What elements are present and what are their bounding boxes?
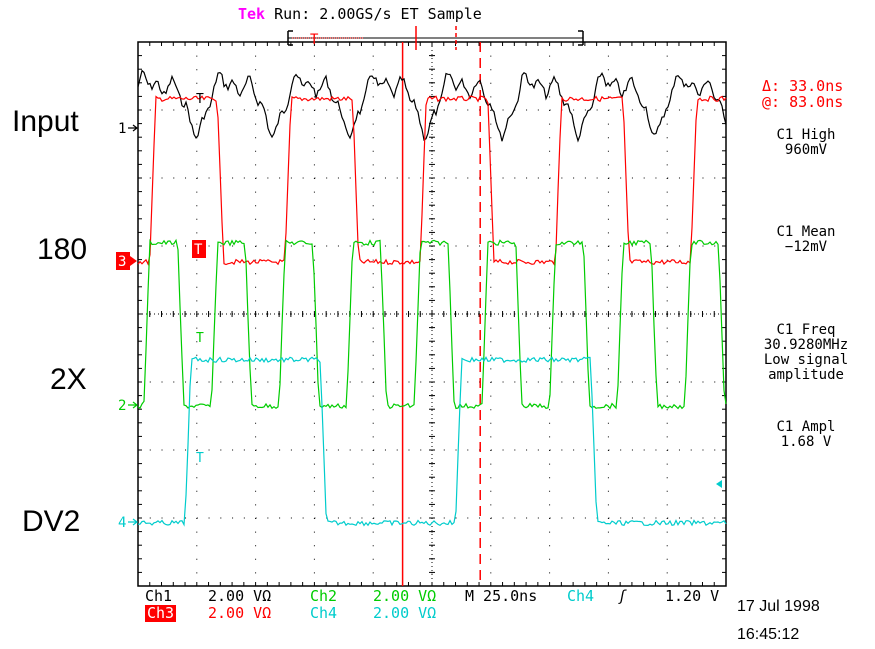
brand-logo: Tek [238, 5, 266, 23]
ground-marker-ch3: 3 [118, 254, 126, 270]
ch1-name: Ch1 [145, 587, 173, 605]
ch4-name: Ch4 [310, 604, 338, 622]
ground-marker-ch1: 1 [118, 121, 126, 137]
timebase: M 25.0ns [465, 587, 538, 605]
measurement-note: Low signal [763, 352, 849, 368]
measurement-label: C1 Mean [776, 224, 836, 240]
measurement-value: 1.68 V [780, 434, 832, 450]
measurement-c1-mean: C1 Mean −12mV [745, 225, 867, 255]
cursor-delta: Δ: 33.0ns [762, 77, 844, 95]
trigger-marker-ch4: T [196, 451, 204, 466]
cursor-readout: Δ: 33.0ns @: 83.0ns [762, 78, 843, 110]
trigger-level: 1.20 V [665, 587, 720, 605]
ch2-scale: 2.00 VΩ [373, 587, 437, 605]
capture-date: 17 Jul 1998 [737, 598, 820, 615]
measurement-c1-freq: C1 Freq 30.9280MHz Low signal amplitude [745, 323, 867, 383]
measurement-value: 30.9280MHz [763, 337, 849, 353]
trigger-slope-icon: ʃ [618, 587, 628, 605]
ch4-scale: 2.00 VΩ [373, 604, 437, 622]
waveform-ch2 [137, 238, 727, 410]
ground-marker-ch4-arrow [128, 518, 138, 526]
capture-time: 16:45:12 [737, 626, 800, 643]
timestamp: 17 Jul 1998 16:45:12 [737, 593, 820, 649]
record-trigger-marker: T [310, 32, 319, 48]
scope-header: Tek Run: 2.00GS/s ET Sample [238, 5, 482, 23]
ch3-scale: 2.00 VΩ [208, 604, 272, 622]
channel-label-input: Input [12, 105, 79, 138]
trigger-marker-ch3-bg [192, 240, 206, 258]
measurement-value: 960mV [784, 142, 828, 158]
trigger-marker-ch1: T [196, 92, 204, 107]
measurement-label: C1 High [776, 127, 836, 143]
trigger-level-indicator [716, 480, 722, 488]
trigger-marker-ch2: T [196, 331, 204, 346]
measurement-label: C1 Freq [776, 322, 836, 338]
waveform-ch3 [137, 95, 727, 266]
measurement-label: C1 Ampl [776, 419, 836, 435]
ch1-scale: 2.00 VΩ [208, 587, 272, 605]
ground-marker-ch4: 4 [118, 515, 126, 531]
measurement-note: amplitude [768, 367, 844, 383]
ch3-name: Ch3 [145, 604, 177, 622]
ground-marker-ch2-arrow [128, 401, 138, 409]
waveform-ch4 [138, 356, 727, 527]
trigger-marker-ch3: T [194, 242, 203, 258]
channel-label-180: 180 [37, 233, 88, 266]
cursor-position: @: 83.0ns [762, 93, 844, 111]
measurement-value: −12mV [784, 239, 828, 255]
waveform-ch1 [137, 69, 727, 143]
trigger-source: Ch4 [567, 587, 595, 605]
ground-marker-ch3-bg [116, 252, 130, 270]
measurement-c1-ampl: C1 Ampl 1.68 V [745, 420, 867, 450]
ground-marker-ch1-arrow [128, 124, 138, 132]
ch2-name: Ch2 [310, 587, 338, 605]
measurement-c1-high: C1 High 960mV [745, 128, 867, 158]
channel-label-2x: 2X [50, 363, 87, 396]
ground-marker-ch3-arrow [130, 256, 137, 266]
acquisition-status: Run: 2.00GS/s ET Sample [274, 5, 482, 23]
channel-label-dv2: DV2 [22, 505, 81, 538]
ground-marker-ch2: 2 [118, 398, 126, 414]
